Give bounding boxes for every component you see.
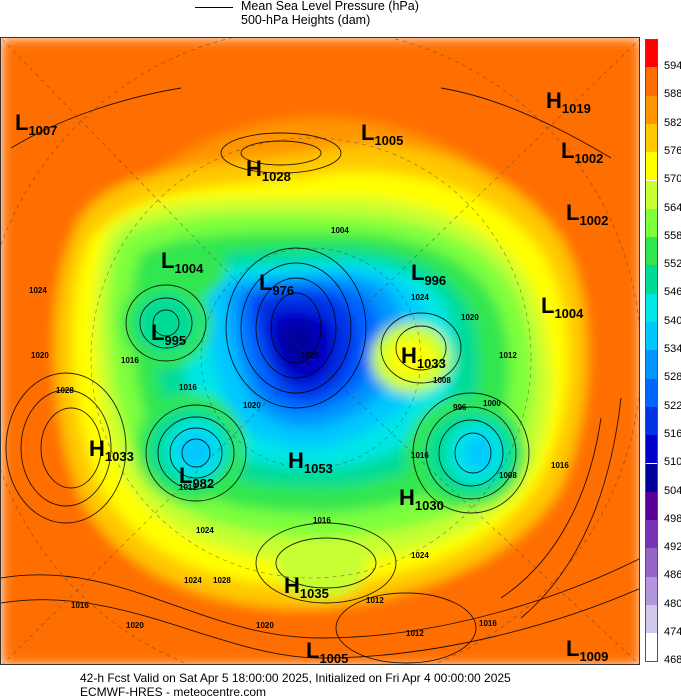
- colorbar-label: 510: [664, 456, 681, 469]
- forecast-valid-line: 42-h Fcst Valid on Sat Apr 5 18:00:00 20…: [80, 671, 511, 685]
- isobar-value-labels: 1004 1016 1024 1020 1028 1016 1012 1020 1024 1020…: [29, 226, 569, 638]
- graticule: [1, 38, 639, 664]
- colorbar-frame: [645, 39, 658, 662]
- isobar-value-label: 1020: [461, 313, 479, 322]
- colorbar-label: 522: [664, 399, 681, 412]
- isobar-value-label: 1016: [313, 516, 331, 525]
- colorbar-label: 546: [664, 286, 681, 299]
- colorbar-label: 534: [664, 343, 681, 355]
- isobar-value-label: 1016: [121, 356, 139, 365]
- high-pressure-center: H1033: [89, 436, 134, 464]
- colorbar-label: 504: [664, 484, 681, 497]
- colorbar-label: 564: [664, 201, 681, 214]
- colorbar-label: 594: [664, 60, 681, 72]
- height-colorbar: 594 588 582 576 570 564 558 552 546 540 534 528 522 5…: [644, 37, 681, 667]
- colorbar-label: 558: [664, 229, 681, 242]
- colorbar-label: 570: [664, 173, 681, 186]
- low-pressure-center: L1009: [566, 636, 608, 664]
- forecast-info-footer: 42-h Fcst Valid on Sat Apr 5 18:00:00 20…: [80, 671, 511, 699]
- isobar-value-label: 1012: [366, 596, 384, 605]
- isobar-line-sample: [195, 7, 233, 8]
- colorbar-label: 468: [664, 654, 681, 667]
- colorbar-label: 552: [664, 258, 681, 271]
- legend-pressure-label: Mean Sea Level Pressure (hPa): [241, 0, 419, 13]
- low-pressure-center: L1005: [361, 120, 403, 148]
- colorbar-label: 474: [664, 626, 681, 638]
- low-pressure-center: L976: [259, 270, 294, 298]
- isobar-value-label: 1020: [301, 351, 319, 360]
- isobar-value-label: 1020: [243, 401, 261, 410]
- isobars: [1, 87, 639, 664]
- isobar-value-label: 1028: [213, 576, 231, 585]
- colorbar-label: 516: [664, 427, 681, 440]
- isobar-value-label: 1024: [411, 551, 429, 560]
- low-pressure-center: L982: [179, 463, 214, 491]
- isobar-value-label: 1020: [256, 621, 274, 630]
- low-pressure-center: L1004: [161, 248, 204, 276]
- isobar-value-label: 1012: [406, 629, 424, 638]
- isobar-value-label: 1024: [184, 576, 202, 585]
- isobar-value-label: 1020: [126, 621, 144, 630]
- model-credit-line: ECMWF-HRES - meteocentre.com: [80, 685, 267, 699]
- isobar-value-label: 1012: [179, 483, 197, 492]
- low-pressure-center: L1007: [15, 110, 57, 138]
- isobar-value-label: 1016: [71, 601, 89, 610]
- pressure-centers: L1007 L1005 H1028 H1019 L1002 L1002 L1004 L976 L…: [15, 88, 608, 665]
- colorbar-label: 576: [664, 144, 681, 157]
- isobar-value-label: 1016: [411, 451, 429, 460]
- isobar-value-label: 1016: [479, 619, 497, 628]
- colorbar-label: 582: [664, 116, 681, 129]
- isobar-value-label: 1024: [196, 526, 214, 535]
- high-pressure-center: H1033: [401, 343, 446, 371]
- colorbar-label: 492: [664, 541, 681, 554]
- isobar-value-label: 996: [453, 403, 467, 412]
- polar-stereographic-map: L1007 L1005 H1028 H1019 L1002 L1002 L1004 L976 L…: [0, 37, 640, 665]
- low-pressure-center: L996: [411, 260, 446, 288]
- colorbar-label: 540: [664, 314, 681, 327]
- isobar-value-label: 1016: [179, 383, 197, 392]
- isobar-value-label: 1024: [29, 286, 47, 295]
- isobar-value-label: 1000: [483, 399, 501, 408]
- low-pressure-center: L1005: [306, 638, 348, 665]
- isobar-value-label: 1024: [411, 293, 429, 302]
- high-pressure-center: H1030: [399, 485, 444, 513]
- isobar-value-label: 1008: [499, 471, 517, 480]
- height-fill-field: [1, 38, 639, 664]
- isobar-value-label: 1012: [499, 351, 517, 360]
- isobar-value-label: 1008: [433, 376, 451, 385]
- high-pressure-center: H1019: [546, 88, 591, 116]
- isobar-value-label: 1020: [31, 351, 49, 360]
- colorbar-label: 480: [664, 597, 681, 610]
- high-pressure-center: H1035: [284, 573, 329, 601]
- isobar-value-label: 1016: [551, 461, 569, 470]
- colorbar-label: 498: [664, 512, 681, 525]
- high-pressure-center: H1053: [288, 448, 333, 476]
- high-pressure-center: H1028: [246, 156, 291, 184]
- isobar-value-label: 1028: [56, 386, 74, 395]
- low-pressure-center: L1002: [566, 200, 608, 228]
- legend-heights-label: 500-hPa Heights (dam): [241, 13, 371, 27]
- low-pressure-center: L1004: [541, 293, 584, 321]
- colorbar-label: 588: [664, 88, 681, 101]
- colorbar-label: 528: [664, 371, 681, 384]
- map-legend-header: Mean Sea Level Pressure (hPa) 500-hPa He…: [195, 0, 495, 34]
- low-pressure-center: L1002: [561, 138, 603, 166]
- isobar-value-label: 1004: [331, 226, 349, 235]
- colorbar-label: 486: [664, 569, 681, 582]
- low-pressure-center: L995: [151, 320, 186, 348]
